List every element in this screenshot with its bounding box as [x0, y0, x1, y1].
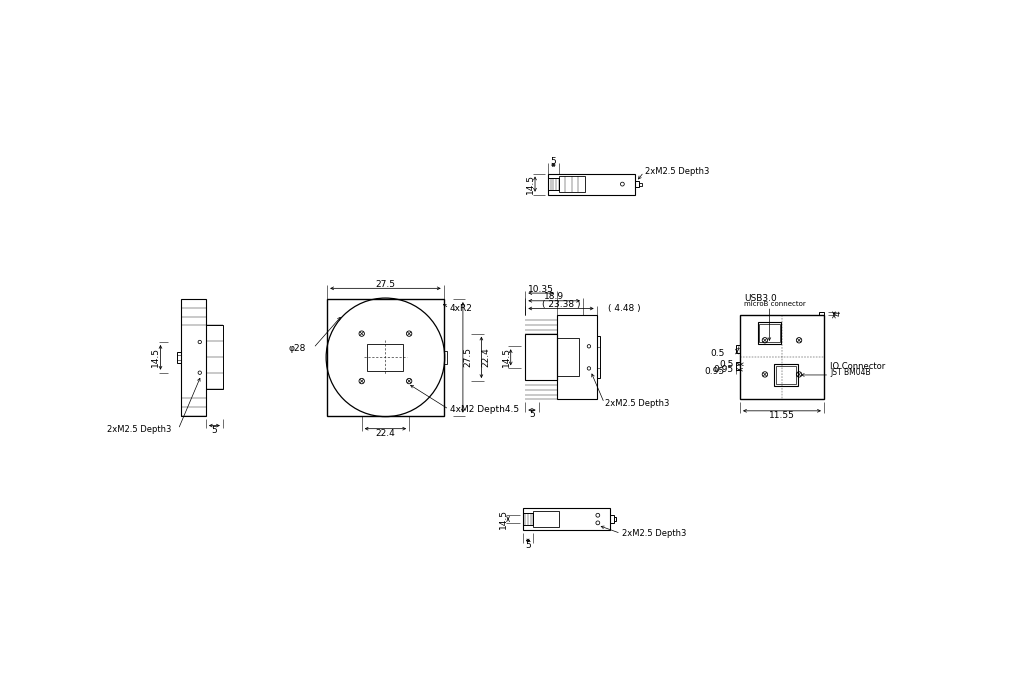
Bar: [177, 352, 180, 363]
Bar: [328, 299, 444, 416]
Text: microB connector: microB connector: [744, 301, 805, 307]
Bar: [819, 312, 824, 316]
Text: 0.95: 0.95: [714, 365, 734, 375]
Text: 27.5: 27.5: [375, 280, 396, 289]
Bar: [614, 517, 616, 522]
Text: USB3.0: USB3.0: [744, 294, 777, 303]
Bar: [775, 364, 798, 386]
Text: 14.5: 14.5: [526, 174, 535, 194]
Bar: [548, 174, 636, 195]
Bar: [758, 322, 781, 344]
Bar: [736, 362, 740, 370]
Text: 2xM2.5 Depth3: 2xM2.5 Depth3: [107, 425, 171, 434]
Text: 14.5: 14.5: [151, 347, 161, 368]
Text: 5: 5: [525, 540, 530, 550]
Text: 22.4: 22.4: [481, 347, 490, 368]
Text: 2xM2.5 Depth3: 2xM2.5 Depth3: [621, 529, 686, 538]
Bar: [522, 512, 534, 526]
Text: 0.5: 0.5: [711, 349, 725, 358]
Bar: [636, 181, 640, 187]
Text: 5: 5: [211, 426, 217, 435]
Bar: [776, 365, 796, 384]
Text: 10.35: 10.35: [528, 285, 554, 294]
Text: 4: 4: [834, 311, 843, 316]
Text: 18.9: 18.9: [544, 293, 564, 302]
Text: ( 4.48 ): ( 4.48 ): [608, 304, 641, 313]
Bar: [759, 323, 780, 342]
Text: 14.5: 14.5: [499, 509, 508, 529]
Bar: [596, 337, 600, 378]
Bar: [557, 316, 596, 399]
Bar: [740, 316, 824, 399]
Bar: [206, 326, 222, 389]
Text: 14.5: 14.5: [502, 347, 511, 368]
Bar: [444, 351, 447, 363]
Text: ( 23.38 ): ( 23.38 ): [542, 300, 580, 309]
Bar: [558, 176, 585, 192]
Text: 0.5: 0.5: [720, 360, 734, 369]
Bar: [736, 345, 740, 353]
Text: 11.55: 11.55: [769, 411, 795, 420]
Text: 5: 5: [529, 410, 535, 419]
Text: 4xR2: 4xR2: [450, 304, 473, 313]
Text: 27.5: 27.5: [464, 347, 472, 368]
Bar: [522, 508, 610, 530]
Bar: [548, 178, 558, 190]
Text: φ28: φ28: [288, 344, 306, 353]
Bar: [368, 344, 404, 371]
Text: 2xM2.5 Depth3: 2xM2.5 Depth3: [605, 398, 670, 407]
Bar: [180, 299, 206, 416]
Bar: [534, 511, 559, 527]
Text: IO Connector: IO Connector: [830, 362, 886, 371]
Text: 4xM2 Depth4.5: 4xM2 Depth4.5: [450, 405, 519, 414]
Text: JST BM04B: JST BM04B: [830, 368, 870, 377]
Text: 22.4: 22.4: [376, 429, 396, 438]
Text: 0.95: 0.95: [705, 367, 725, 376]
Bar: [557, 339, 579, 376]
Bar: [640, 183, 642, 186]
Text: 2xM2.5 Depth3: 2xM2.5 Depth3: [645, 167, 709, 176]
Bar: [525, 335, 557, 380]
Text: 5: 5: [550, 157, 556, 166]
Bar: [610, 515, 614, 523]
